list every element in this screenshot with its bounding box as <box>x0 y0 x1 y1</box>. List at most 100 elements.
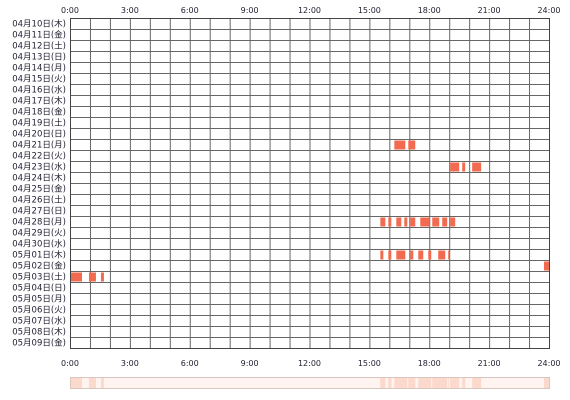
row-label: 04月18日(金) <box>12 107 66 118</box>
summary-stripe <box>410 378 414 388</box>
row-label: 04月16日(水) <box>12 85 66 96</box>
x-tick-label: 21:00 <box>478 359 501 368</box>
activity-bar <box>88 272 96 282</box>
row-label: 04月30日(水) <box>12 239 66 250</box>
activity-bar <box>410 217 416 227</box>
row-label: 05月04日(日) <box>12 284 66 294</box>
row-label: 04月25日(金) <box>12 184 66 195</box>
summary-stripe <box>396 378 406 388</box>
summary-stripe <box>450 378 456 388</box>
x-tick-label: 18:00 <box>418 359 441 368</box>
summary-stripe <box>438 378 446 388</box>
activity-bar <box>472 162 482 172</box>
summary-stripe <box>404 378 408 388</box>
row-label: 05月02日(金) <box>12 261 66 272</box>
row-label: 04月22日(火) <box>12 152 66 162</box>
row-label: 05月07日(水) <box>12 316 66 327</box>
activity-bar <box>438 250 446 260</box>
activity-bar <box>450 217 456 227</box>
row-label: 05月05日(月) <box>12 295 66 305</box>
activity-bar <box>450 162 460 172</box>
summary-stripe <box>100 378 104 388</box>
top-time-axis: 0:00 3:00 6:00 9:00 12:00 15:00 18:00 21:00 24:0… <box>61 6 561 15</box>
x-tick-label: 18:00 <box>418 6 441 15</box>
summary-stripe <box>71 378 82 388</box>
activity-bar <box>462 162 466 172</box>
x-tick-label: 0:00 <box>61 6 79 15</box>
bottom-time-axis: 0:00 3:00 6:00 9:00 12:00 15:00 18:00 21:00 24:0… <box>61 359 561 368</box>
x-tick-label: 15:00 <box>358 359 381 368</box>
summary-stripe <box>418 378 424 388</box>
row-label: 04月13日(日) <box>12 53 66 63</box>
x-tick-label: 9:00 <box>241 359 259 368</box>
activity-bar <box>380 217 386 227</box>
row-label: 04月12日(土) <box>12 41 66 52</box>
activity-bar <box>432 217 440 227</box>
summary-stripe <box>472 378 482 388</box>
plot-border <box>70 18 550 349</box>
x-tick-label: 6:00 <box>181 6 199 15</box>
x-tick-label: 21:00 <box>478 6 501 15</box>
x-tick-label: 0:00 <box>61 359 79 368</box>
activity-bar <box>71 272 82 282</box>
x-tick-label: 12:00 <box>298 359 321 368</box>
activity-bar <box>100 272 104 282</box>
row-label: 04月21日(月) <box>12 141 66 151</box>
row-label: 04月15日(火) <box>12 75 66 85</box>
row-label: 04月24日(木) <box>12 173 66 184</box>
x-tick-label: 3:00 <box>121 359 139 368</box>
x-tick-label: 24:00 <box>537 6 560 15</box>
activity-bar <box>410 250 414 260</box>
row-label: 04月23日(水) <box>12 162 66 173</box>
x-tick-label: 9:00 <box>241 6 259 15</box>
row-label: 05月08日(木) <box>12 327 66 338</box>
summary-strip <box>70 377 550 389</box>
activity-bars <box>71 140 549 282</box>
activity-bar <box>380 250 384 260</box>
row-label: 04月28日(月) <box>12 218 66 228</box>
row-label: 04月26日(土) <box>12 195 66 206</box>
activity-bar <box>420 217 430 227</box>
summary-stripe <box>544 378 549 388</box>
row-label: 05月09日(金) <box>12 338 66 349</box>
row-label: 04月29日(火) <box>12 229 66 239</box>
activity-bar <box>418 250 424 260</box>
row-label: 04月27日(日) <box>12 207 66 217</box>
row-label: 05月03日(土) <box>12 272 66 283</box>
x-tick-label: 3:00 <box>121 6 139 15</box>
row-label: 04月14日(月) <box>12 64 66 74</box>
summary-stripe <box>462 378 466 388</box>
row-label: 05月01日(木) <box>12 250 66 261</box>
summary-background <box>70 377 550 389</box>
activity-bar <box>388 250 392 260</box>
activity-bar <box>428 250 432 260</box>
summary-stripe <box>420 378 430 388</box>
row-label: 04月20日(日) <box>12 130 66 140</box>
summary-stripe <box>432 378 440 388</box>
activity-bar <box>404 217 408 227</box>
activity-bar <box>408 140 416 150</box>
activity-bar <box>544 261 549 271</box>
summary-stripe <box>448 378 450 388</box>
activity-bar <box>396 250 406 260</box>
row-label: 04月10日(木) <box>12 19 66 30</box>
summary-stripe <box>380 378 384 388</box>
activity-bar <box>448 250 450 260</box>
activity-bar <box>388 217 392 227</box>
summary-stripe <box>88 378 96 388</box>
summary-stripe <box>388 378 392 388</box>
row-label: 04月17日(木) <box>12 96 66 107</box>
row-label: 04月19日(土) <box>12 118 66 129</box>
date-row-labels: 04月10日(木)04月11日(金)04月12日(土)04月13日(日)04月1… <box>12 19 66 349</box>
summary-stripe <box>428 378 432 388</box>
activity-bar <box>442 217 448 227</box>
activity-bar <box>396 217 402 227</box>
x-tick-label: 6:00 <box>181 359 199 368</box>
x-tick-label: 15:00 <box>358 6 381 15</box>
chart-grid <box>70 18 550 349</box>
activity-bar <box>394 140 406 150</box>
x-tick-label: 12:00 <box>298 6 321 15</box>
x-tick-label: 24:00 <box>537 359 560 368</box>
row-label: 05月06日(火) <box>12 306 66 316</box>
row-label: 04月11日(金) <box>12 30 66 41</box>
